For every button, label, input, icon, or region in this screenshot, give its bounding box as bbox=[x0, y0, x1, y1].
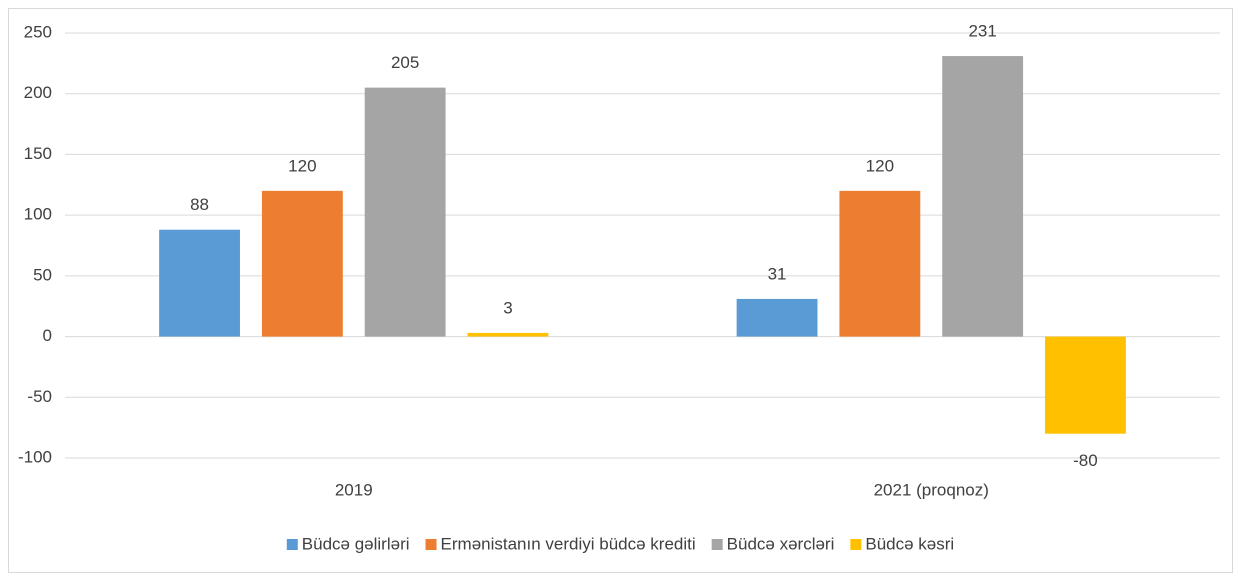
y-tick-label: 200 bbox=[24, 83, 52, 102]
legend-swatch bbox=[425, 539, 437, 550]
bar bbox=[364, 87, 446, 337]
legend-swatch bbox=[286, 539, 298, 550]
x-tick-label: 2021 (proqnoz) bbox=[874, 480, 989, 499]
data-label: -80 bbox=[1073, 451, 1098, 470]
data-label: 31 bbox=[768, 264, 787, 283]
legend-label: Büdcə xərcləri bbox=[727, 534, 835, 553]
data-label: 120 bbox=[288, 156, 316, 175]
bar bbox=[1045, 336, 1126, 434]
legend-swatch bbox=[711, 539, 723, 550]
y-tick-label: 250 bbox=[24, 22, 52, 41]
y-tick-label: -50 bbox=[27, 387, 52, 406]
data-label: 88 bbox=[190, 195, 209, 214]
bar bbox=[942, 56, 1024, 337]
y-tick-label: 0 bbox=[43, 326, 52, 345]
y-tick-label: -100 bbox=[18, 447, 52, 466]
bar bbox=[839, 190, 921, 337]
data-label: 231 bbox=[968, 22, 996, 41]
y-tick-label: 50 bbox=[33, 265, 52, 284]
legend-label: Büdcə kəsri bbox=[865, 534, 954, 553]
y-tick-label: 100 bbox=[24, 205, 52, 224]
bar bbox=[467, 332, 549, 337]
data-label: 3 bbox=[503, 298, 512, 317]
x-tick-label: 2019 bbox=[335, 480, 373, 499]
data-label: 120 bbox=[866, 156, 894, 175]
bar bbox=[261, 190, 343, 337]
legend-swatch bbox=[850, 539, 862, 550]
y-tick-label: 150 bbox=[24, 144, 52, 163]
legend-label: Büdcə gəlirləri bbox=[302, 534, 410, 553]
bar bbox=[736, 298, 818, 337]
legend-label: Ermənistanın verdiyi büdcə krediti bbox=[441, 534, 696, 553]
data-label: 205 bbox=[391, 53, 419, 72]
bar bbox=[159, 229, 240, 337]
